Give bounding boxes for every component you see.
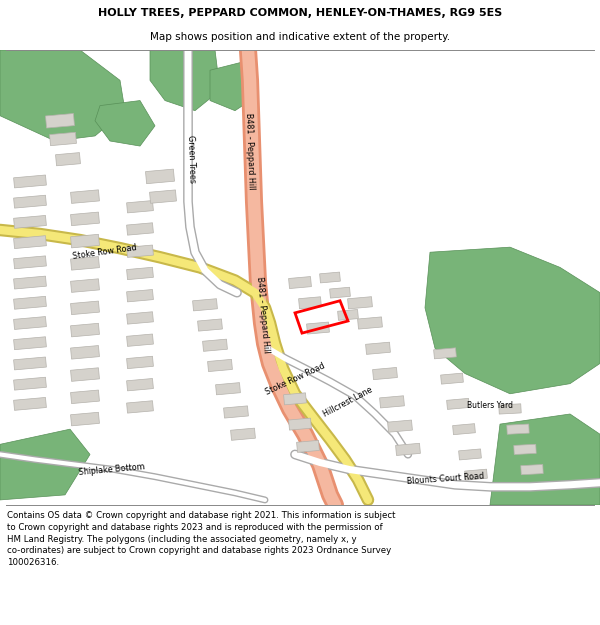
Polygon shape [224,406,248,418]
Polygon shape [71,279,100,292]
Polygon shape [127,245,154,258]
Polygon shape [71,390,100,404]
Text: Shiplake Bottom: Shiplake Bottom [79,462,146,477]
Polygon shape [71,190,100,203]
Polygon shape [127,401,154,413]
Polygon shape [464,469,487,480]
Polygon shape [71,301,100,314]
Polygon shape [0,50,125,141]
Polygon shape [299,297,322,309]
Polygon shape [127,201,154,213]
Polygon shape [56,152,80,166]
Polygon shape [425,247,600,394]
Polygon shape [127,312,154,324]
Polygon shape [95,101,155,146]
Polygon shape [210,60,258,111]
Text: Hillcrest Lane: Hillcrest Lane [322,385,374,419]
Polygon shape [289,418,311,430]
Polygon shape [514,444,536,454]
Polygon shape [230,428,256,441]
Polygon shape [380,396,404,408]
Polygon shape [127,289,154,302]
Polygon shape [14,276,46,289]
Polygon shape [452,424,475,434]
Polygon shape [71,346,100,359]
Polygon shape [203,339,227,351]
Polygon shape [14,357,46,370]
Text: B481 - Peppard Hill: B481 - Peppard Hill [255,276,271,354]
Polygon shape [320,272,340,283]
Text: Map shows position and indicative extent of the property.: Map shows position and indicative extent… [150,32,450,43]
Polygon shape [71,368,100,381]
Polygon shape [347,297,373,309]
Polygon shape [338,309,358,321]
Polygon shape [358,317,382,329]
Text: Stoke Row Road: Stoke Row Road [264,361,326,396]
Polygon shape [127,334,154,346]
Polygon shape [50,132,76,146]
Polygon shape [289,276,311,289]
Polygon shape [0,429,90,500]
Polygon shape [127,379,154,391]
Polygon shape [307,322,329,334]
Text: HOLLY TREES, PEPPARD COMMON, HENLEY-ON-THAMES, RG9 5ES: HOLLY TREES, PEPPARD COMMON, HENLEY-ON-T… [98,8,502,18]
Polygon shape [193,299,217,311]
Polygon shape [507,424,529,434]
Polygon shape [388,420,412,432]
Polygon shape [458,449,481,460]
Polygon shape [215,382,241,395]
Polygon shape [71,323,100,337]
Text: Contains OS data © Crown copyright and database right 2021. This information is : Contains OS data © Crown copyright and d… [7,511,396,568]
Polygon shape [14,175,46,188]
Text: B481 - Peppard Hill: B481 - Peppard Hill [244,112,256,189]
Text: Green Trees: Green Trees [185,135,196,183]
Polygon shape [329,288,350,298]
Polygon shape [208,359,232,371]
Polygon shape [150,50,220,111]
Polygon shape [490,414,600,505]
Text: Butlers Yard: Butlers Yard [467,401,513,411]
Polygon shape [71,257,100,270]
Polygon shape [146,169,175,184]
Polygon shape [14,378,46,390]
Polygon shape [127,222,154,235]
Polygon shape [395,443,421,456]
Polygon shape [14,236,46,249]
Polygon shape [14,195,46,208]
Polygon shape [446,398,469,409]
Polygon shape [71,412,100,426]
Polygon shape [14,216,46,228]
Polygon shape [127,356,154,369]
Polygon shape [14,256,46,269]
Polygon shape [14,296,46,309]
Polygon shape [434,348,457,359]
Polygon shape [71,212,100,226]
Polygon shape [440,373,463,384]
Text: Blounts Court Road: Blounts Court Road [406,471,484,486]
Polygon shape [373,368,397,379]
Polygon shape [284,393,307,405]
Polygon shape [499,404,521,414]
Polygon shape [127,268,154,279]
Polygon shape [46,114,74,128]
Polygon shape [149,190,176,203]
Polygon shape [71,234,100,248]
Polygon shape [521,464,543,475]
Polygon shape [14,337,46,349]
Text: Stoke Row Road: Stoke Row Road [73,243,137,261]
Polygon shape [14,316,46,329]
Polygon shape [365,342,391,354]
Polygon shape [197,319,223,331]
Polygon shape [296,441,319,452]
Polygon shape [14,398,46,411]
